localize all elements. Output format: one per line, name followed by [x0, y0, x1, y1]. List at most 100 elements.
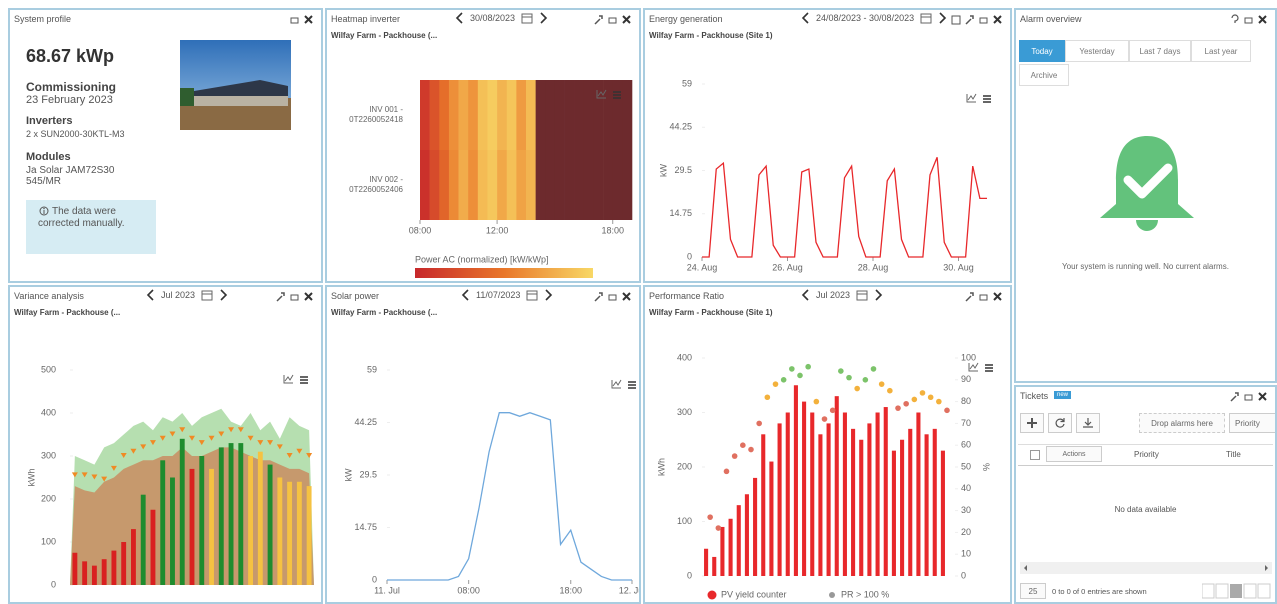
x-tick-label: 12. Jul	[619, 585, 639, 595]
prev-button[interactable]	[146, 289, 155, 301]
scrollbar[interactable]	[1020, 562, 1272, 574]
heatmap-cell	[448, 80, 459, 150]
date-picker[interactable]: 11/07/2023	[461, 289, 553, 301]
prev-button[interactable]	[455, 12, 464, 24]
calendar-button[interactable]	[526, 289, 538, 301]
next-button[interactable]	[539, 12, 548, 24]
next-button[interactable]	[219, 289, 228, 301]
date-picker[interactable]: 30/08/2023	[455, 12, 548, 24]
plus-icon	[1027, 418, 1037, 428]
tab[interactable]: Yesterday	[1065, 40, 1129, 62]
refresh-button[interactable]	[1048, 413, 1072, 433]
bar	[150, 509, 156, 585]
y-tick-label: 20	[961, 527, 971, 537]
prev-button[interactable]	[461, 289, 470, 301]
add-button[interactable]	[1020, 413, 1044, 433]
system-profile-panel: System profile 68.67 kWp Commissioning 2…	[8, 8, 323, 283]
pr-point	[829, 407, 836, 414]
y-tick-label: 10	[961, 549, 971, 559]
pr-point	[838, 368, 844, 374]
panel-actions[interactable]	[289, 13, 317, 27]
panel-actions[interactable]	[950, 13, 1006, 27]
pagination[interactable]	[1202, 583, 1272, 599]
y-tick-label: 70	[961, 418, 971, 428]
date-picker[interactable]: Jul 2023	[801, 289, 883, 301]
calendar-button[interactable]	[856, 289, 868, 301]
legend-swatch	[829, 592, 835, 598]
calendar-button[interactable]	[920, 12, 932, 24]
date-picker[interactable]: Jul 2023	[146, 289, 228, 301]
date[interactable]: Jul 2023	[161, 290, 196, 300]
note: The data were corrected manually.	[38, 206, 125, 229]
pr-point	[756, 420, 762, 427]
y-tick-label: 0	[51, 579, 56, 589]
checkbox[interactable]	[1030, 450, 1040, 460]
tab[interactable]: Last 7 days	[1129, 40, 1191, 62]
bar	[111, 550, 117, 585]
panel-actions[interactable]	[593, 13, 635, 27]
next-button[interactable]	[544, 289, 553, 301]
bar	[218, 447, 224, 585]
x-tick-label: 18:00	[601, 225, 624, 235]
tab[interactable]: Last year	[1191, 40, 1251, 62]
pr-point	[813, 398, 820, 405]
chart-type-icon	[283, 374, 294, 384]
tab[interactable]: Archive	[1019, 64, 1069, 86]
prev-button[interactable]	[801, 289, 810, 301]
y-tick-label: 44.25	[354, 417, 377, 427]
download-icon	[1083, 418, 1093, 428]
bar	[248, 456, 253, 585]
export-button[interactable]	[1076, 413, 1100, 433]
y-tick-label: 40	[961, 483, 971, 493]
panel-actions[interactable]	[1229, 13, 1271, 27]
heatmap-cell	[516, 80, 527, 150]
column-header[interactable]: Actions	[1046, 446, 1102, 462]
priority-button[interactable]: Priority	[1229, 413, 1275, 433]
bar	[891, 450, 896, 576]
pr-point	[862, 377, 869, 383]
tab[interactable]: Today	[1019, 40, 1065, 62]
column-header[interactable]: Title	[1226, 450, 1241, 459]
pr-point	[740, 442, 746, 448]
panel-actions[interactable]	[593, 290, 635, 304]
next-button[interactable]	[874, 289, 883, 301]
calendar-button[interactable]	[521, 12, 533, 24]
bar	[810, 412, 815, 576]
subtitle: Wilfay Farm - Packhouse (Site 1)	[649, 308, 773, 317]
settings-icon	[965, 15, 974, 25]
prev-button[interactable]	[801, 12, 810, 24]
pr-point	[870, 366, 877, 372]
bar	[228, 443, 234, 585]
capacity: 68.67 kWp	[26, 46, 115, 66]
panel-actions[interactable]	[964, 290, 1006, 304]
bar	[121, 542, 127, 585]
calendar-button[interactable]	[201, 289, 213, 301]
panel-title: Heatmap inverter	[331, 14, 401, 24]
popout-icon	[290, 17, 299, 24]
y-tick-label: 59	[682, 78, 692, 88]
y-tick-label: 80	[961, 396, 971, 406]
y-tick-label: 50	[961, 461, 971, 471]
date-picker[interactable]: 24/08/2023 - 30/08/2023	[801, 12, 947, 24]
target-marker	[149, 440, 156, 446]
column-header[interactable]: Priority	[1134, 450, 1159, 459]
date[interactable]: Jul 2023	[816, 290, 851, 300]
panel-actions[interactable]	[275, 290, 317, 304]
target-marker	[71, 472, 78, 478]
target-marker	[228, 427, 235, 433]
panel-title: Variance analysis	[14, 291, 84, 301]
heatmap-cell	[583, 150, 594, 220]
date[interactable]: 24/08/2023 - 30/08/2023	[816, 13, 915, 23]
panel-actions[interactable]	[1229, 390, 1271, 404]
bell-icon	[1100, 136, 1194, 231]
heatmap-cell	[497, 150, 508, 220]
drop-zone[interactable]: Drop alarms here	[1139, 413, 1225, 433]
date[interactable]: 30/08/2023	[470, 13, 516, 23]
page-size[interactable]: 25	[1020, 583, 1046, 599]
heatmap-cell	[526, 80, 536, 150]
line-chart: 0 14.75 29.5 44.25 59 24. Aug 26. Aug 28. Aug 30…	[658, 78, 991, 272]
date[interactable]: 11/07/2023	[476, 290, 521, 300]
target-marker	[81, 472, 88, 478]
bar	[900, 439, 905, 576]
next-button[interactable]	[938, 12, 947, 24]
